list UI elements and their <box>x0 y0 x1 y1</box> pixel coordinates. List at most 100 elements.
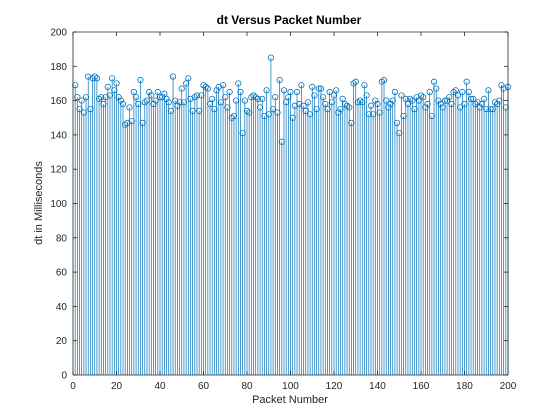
stem-marker <box>333 87 340 94</box>
stem-marker <box>241 97 248 104</box>
stem-marker <box>111 87 118 94</box>
stem-marker <box>276 76 283 84</box>
x-axis-label: Packet Number <box>252 394 328 406</box>
stem-marker <box>467 95 475 102</box>
stem-marker <box>480 95 488 102</box>
stem-marker <box>313 106 320 113</box>
stem-marker <box>176 99 183 106</box>
stem-marker <box>196 107 203 114</box>
stem-marker <box>72 82 79 89</box>
stem-marker <box>372 97 379 104</box>
stem-marker <box>167 107 174 114</box>
stem-marker <box>324 106 331 113</box>
stem-marker <box>396 130 403 137</box>
stem-marker <box>272 94 279 101</box>
stem-marker <box>289 114 296 121</box>
stem-marker <box>411 106 418 113</box>
stem-marker <box>330 92 338 99</box>
stem-marker <box>189 107 196 114</box>
y-tick-label: 40 <box>56 302 68 313</box>
stem-marker <box>335 109 342 116</box>
stem-marker <box>180 99 188 106</box>
stem-marker <box>465 88 472 96</box>
stem-marker <box>437 100 444 108</box>
stem-marker <box>489 106 496 113</box>
stem-marker <box>80 109 87 116</box>
stem-marker <box>74 94 81 101</box>
stem-marker <box>233 97 240 104</box>
stem-marker <box>154 88 161 96</box>
stem-marker <box>98 94 105 101</box>
stem-marker <box>285 94 292 101</box>
stem-marker <box>143 97 151 104</box>
stem-marker <box>87 106 94 113</box>
stem-marker <box>219 82 227 89</box>
y-tick-label: 0 <box>61 371 67 382</box>
stem-marker <box>300 102 307 109</box>
stem-marker <box>226 88 233 96</box>
stem-marker <box>269 106 277 113</box>
stem-marker <box>413 94 420 101</box>
stem-marker <box>115 94 122 101</box>
x-tick-label: 200 <box>500 381 517 392</box>
stem-marker <box>448 100 455 108</box>
stem-marker <box>315 85 322 92</box>
stem-marker <box>113 80 120 87</box>
stem-marker <box>213 87 220 94</box>
stem-marker <box>380 76 388 84</box>
stem-marker <box>139 119 146 127</box>
y-tick-label: 160 <box>50 96 67 107</box>
stem-marker <box>359 99 366 106</box>
x-tick-label: 140 <box>369 381 386 392</box>
stem-marker <box>361 82 368 89</box>
stem-series <box>74 57 509 375</box>
stem-marker <box>246 109 253 116</box>
stem-marker <box>439 104 446 111</box>
x-tick-label: 160 <box>413 381 430 392</box>
stem-marker <box>352 78 359 85</box>
stem-marker <box>211 106 218 113</box>
stem-marker <box>124 119 131 127</box>
stem-marker <box>76 106 83 113</box>
stem-marker <box>309 83 316 90</box>
stem-marker <box>459 88 466 96</box>
stem-marker <box>163 95 170 102</box>
stem-marker <box>169 73 177 80</box>
stem-marker <box>172 97 179 104</box>
stem-marker <box>463 78 470 85</box>
y-tick-label: 80 <box>56 233 68 244</box>
x-tick-label: 20 <box>111 381 123 392</box>
stem-marker <box>126 104 133 111</box>
stem-marker <box>400 112 407 120</box>
stem-marker <box>487 106 494 113</box>
x-tick-label: 80 <box>241 381 253 392</box>
stem-marker <box>217 99 224 106</box>
stem-marker <box>404 100 412 108</box>
x-tick-label: 40 <box>154 381 166 392</box>
stem-marker <box>235 80 242 87</box>
stem-marker <box>296 100 303 108</box>
stem-marker <box>422 104 429 111</box>
stem-marker <box>446 94 453 101</box>
stem-marker <box>104 83 111 90</box>
stem-marker <box>215 83 222 90</box>
stem-markers <box>72 54 512 145</box>
stem-marker <box>452 87 459 94</box>
stem-marker <box>393 119 401 127</box>
y-tick-label: 180 <box>50 62 67 73</box>
stem-marker <box>183 80 190 87</box>
stem-marker <box>263 87 270 94</box>
y-tick-label: 120 <box>50 165 67 176</box>
stem-marker <box>274 109 281 116</box>
stem-marker <box>367 102 375 109</box>
stem-marker <box>428 112 435 120</box>
stem-marker <box>317 85 325 92</box>
stem-marker <box>204 85 211 92</box>
stem-marker <box>93 75 101 82</box>
stem-marker <box>178 85 185 92</box>
stem-marker <box>161 90 168 97</box>
stem-marker <box>470 95 477 102</box>
stem-marker <box>326 88 333 96</box>
stem-marker <box>256 104 264 111</box>
stem-marker <box>254 95 261 102</box>
